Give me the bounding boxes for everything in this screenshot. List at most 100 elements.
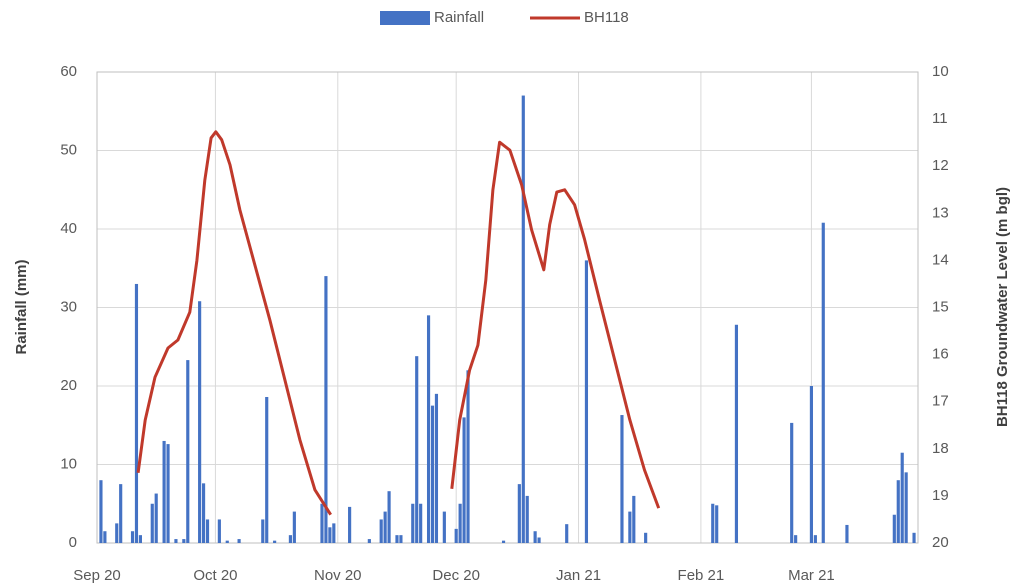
bar bbox=[904, 472, 908, 543]
bar bbox=[130, 531, 135, 543]
bar bbox=[845, 524, 849, 543]
bar bbox=[166, 444, 170, 543]
bar bbox=[367, 539, 371, 543]
bar bbox=[809, 386, 814, 543]
bar bbox=[411, 503, 415, 543]
bar bbox=[395, 535, 399, 543]
bar bbox=[324, 276, 328, 543]
bar bbox=[265, 396, 269, 543]
y2-tick-label: 11 bbox=[932, 110, 948, 127]
bar bbox=[115, 523, 119, 543]
y-tick-label: 50 bbox=[60, 141, 77, 158]
y2-tick-label: 12 bbox=[932, 157, 949, 174]
x-tick-label: Dec 20 bbox=[432, 567, 480, 584]
y-tick-label: 40 bbox=[60, 220, 77, 237]
bar bbox=[521, 95, 525, 544]
y2-tick-label: 14 bbox=[932, 251, 949, 268]
bar bbox=[217, 519, 221, 543]
bar bbox=[466, 370, 470, 543]
bar bbox=[198, 301, 202, 543]
bar bbox=[154, 493, 158, 543]
bar bbox=[237, 539, 241, 543]
bar bbox=[320, 503, 324, 543]
bar bbox=[348, 506, 352, 543]
bar bbox=[186, 360, 190, 543]
y2-tick-label: 15 bbox=[932, 298, 949, 315]
bar bbox=[419, 503, 423, 543]
bar bbox=[912, 532, 916, 543]
y2-tick-label: 17 bbox=[932, 393, 949, 410]
bar bbox=[379, 519, 383, 543]
bar bbox=[261, 519, 265, 543]
bar bbox=[821, 222, 825, 543]
y2-tick-label: 10 bbox=[932, 63, 949, 80]
bar bbox=[134, 283, 139, 543]
bar bbox=[896, 480, 900, 543]
bar bbox=[415, 356, 419, 543]
bar bbox=[501, 540, 506, 543]
bar bbox=[162, 440, 166, 543]
bar bbox=[711, 503, 715, 543]
bar bbox=[620, 415, 624, 543]
bar bbox=[533, 531, 537, 543]
bar bbox=[328, 527, 332, 543]
y-tick-label: 10 bbox=[60, 455, 77, 472]
y2-axis-title: BH118 Groundwater Level (m bgl) bbox=[994, 187, 1011, 427]
y2-tick-label: 19 bbox=[932, 487, 949, 504]
x-tick-label: Jan 21 bbox=[556, 567, 601, 584]
bar bbox=[182, 539, 186, 543]
bar bbox=[205, 519, 210, 543]
x-tick-label: Oct 20 bbox=[193, 567, 237, 584]
bar bbox=[517, 484, 521, 543]
bar bbox=[174, 539, 178, 543]
bar bbox=[383, 511, 387, 543]
bar bbox=[426, 315, 431, 543]
bar bbox=[734, 324, 739, 543]
bar bbox=[119, 484, 123, 543]
bar bbox=[790, 422, 794, 543]
bar bbox=[584, 260, 589, 543]
y-tick-label: 0 bbox=[69, 534, 77, 551]
bar bbox=[458, 503, 462, 543]
bar bbox=[794, 535, 798, 543]
bar bbox=[99, 480, 103, 543]
bar bbox=[201, 483, 206, 543]
bar bbox=[454, 528, 458, 543]
bar bbox=[462, 417, 466, 543]
bar bbox=[292, 511, 296, 543]
bar bbox=[892, 514, 896, 543]
bar bbox=[288, 535, 292, 543]
plot-border bbox=[96, 71, 919, 544]
y2-tick-label: 18 bbox=[932, 440, 949, 457]
bar bbox=[434, 393, 439, 543]
bar bbox=[387, 491, 391, 543]
bar bbox=[138, 535, 142, 543]
bar bbox=[565, 524, 569, 543]
bar bbox=[537, 537, 541, 543]
line bbox=[136, 130, 661, 516]
y-tick-label: 30 bbox=[60, 298, 77, 315]
y-tick-label: 20 bbox=[60, 377, 77, 394]
legend-label: Rainfall bbox=[434, 9, 484, 26]
x-tick-label: Mar 21 bbox=[788, 567, 835, 584]
bar bbox=[430, 405, 435, 543]
bar bbox=[273, 540, 277, 543]
bar bbox=[632, 495, 636, 543]
bar bbox=[150, 503, 154, 543]
y2-tick-label: 16 bbox=[932, 346, 949, 363]
x-tick-label: Nov 20 bbox=[314, 567, 362, 584]
legend-swatch bbox=[380, 11, 430, 25]
y-axis-title: Rainfall (mm) bbox=[13, 259, 30, 354]
bar bbox=[628, 511, 632, 543]
bar bbox=[332, 523, 336, 543]
x-tick-label: Feb 21 bbox=[678, 567, 725, 584]
x-tick-label: Sep 20 bbox=[73, 567, 121, 584]
bar bbox=[715, 505, 719, 543]
y2-tick-label: 20 bbox=[932, 534, 949, 551]
bar bbox=[442, 511, 446, 543]
bar bbox=[225, 540, 229, 543]
bar bbox=[399, 535, 403, 543]
bar bbox=[813, 535, 817, 543]
bar bbox=[103, 531, 107, 543]
